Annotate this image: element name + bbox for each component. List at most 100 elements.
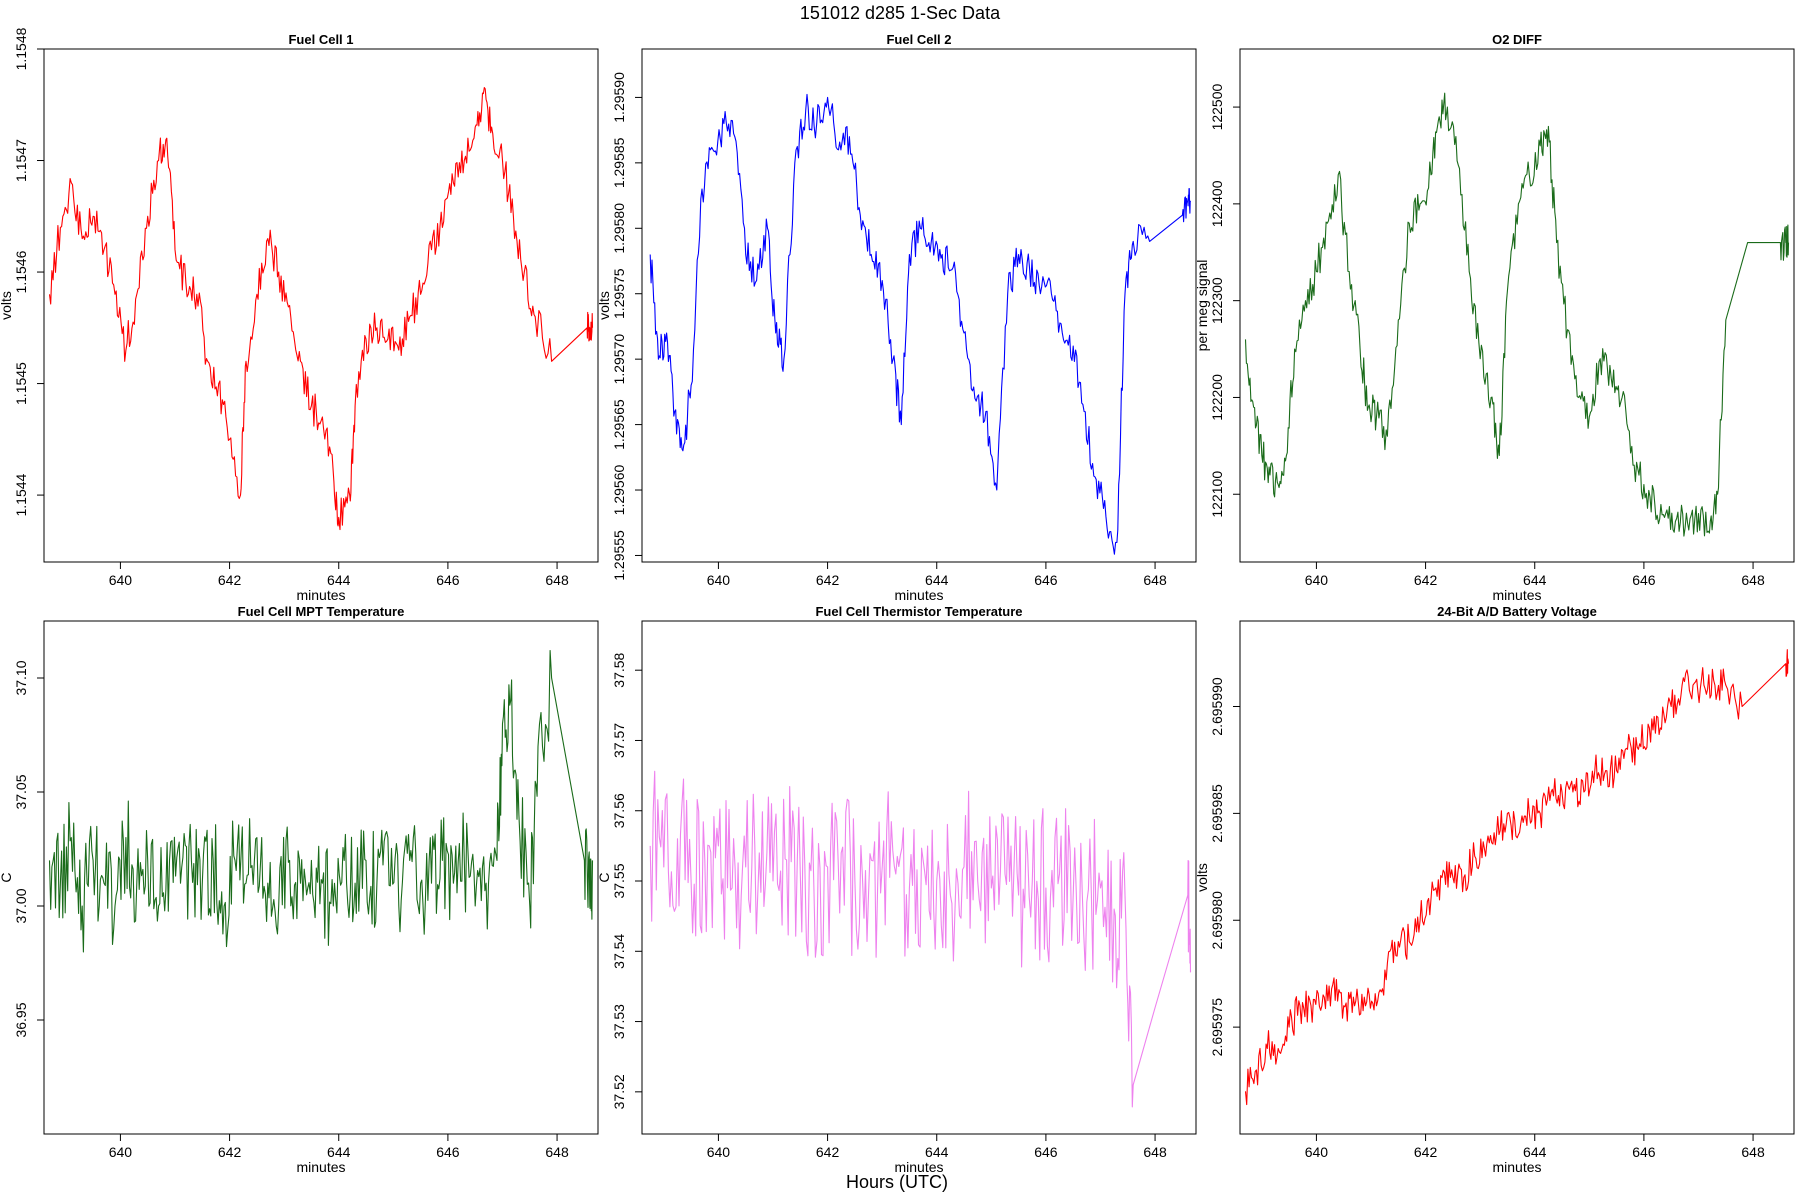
panel-title: Fuel Cell 1 [288, 32, 353, 47]
y-axis-label: C [0, 872, 14, 882]
y-tick-label: 37.53 [611, 1004, 627, 1039]
x-tick-label: 642 [1414, 572, 1438, 588]
y-axis-label: per meg signal [1194, 260, 1210, 352]
x-tick-label: 640 [707, 572, 731, 588]
series-line [48, 87, 594, 531]
y-tick-label: 36.95 [13, 1002, 29, 1037]
x-tick-label: 640 [707, 1144, 731, 1160]
y-tick-label: 37.05 [13, 774, 29, 809]
x-tick-label: 644 [925, 1144, 949, 1160]
figure-xlabel: Hours (UTC) [846, 1172, 948, 1192]
x-tick-label: 642 [218, 572, 242, 588]
panel-title: Fuel Cell MPT Temperature [238, 604, 405, 619]
x-tick-label: 646 [1034, 1144, 1058, 1160]
y-tick-label: 1.1547 [13, 139, 29, 182]
panel-fuel-cell-thermistor-temperature: Fuel Cell Thermistor Temperature 640 642 64… [596, 604, 1197, 1175]
panel-title: Fuel Cell Thermistor Temperature [815, 604, 1022, 619]
x-tick-label: 642 [816, 1144, 840, 1160]
panel-fuel-cell-mpt-temperature: Fuel Cell MPT Temperature 640 642 644 646 648… [0, 604, 599, 1175]
x-tick-label: 642 [816, 572, 840, 588]
panel-title: 24-Bit A/D Battery Voltage [1437, 604, 1597, 619]
y-tick-label: 37.55 [611, 863, 627, 898]
x-axis-label: minutes [296, 587, 345, 603]
y-tick-label: 2.695980 [1209, 891, 1225, 950]
y-tick-label: 37.54 [611, 934, 627, 969]
series-line [1244, 92, 1790, 537]
y-tick-label: 122300 [1209, 277, 1225, 324]
panels-container: Fuel Cell 1 640 642 644 646 648 1.1544 1.1545 1.… [0, 27, 1795, 1175]
plot-frame [43, 48, 599, 563]
x-axis-label: minutes [1492, 1159, 1541, 1175]
x-tick-label: 640 [1305, 1144, 1329, 1160]
x-tick-label: 642 [1414, 1144, 1438, 1160]
x-tick-label: 648 [545, 572, 569, 588]
y-tick-label: 2.695975 [1209, 998, 1225, 1057]
y-tick-label: 1.29570 [611, 334, 627, 385]
x-axis-label: minutes [894, 587, 943, 603]
x-tick-label: 646 [1632, 1144, 1656, 1160]
x-tick-label: 646 [436, 572, 460, 588]
series-line [1244, 649, 1790, 1106]
series-line [649, 93, 1192, 555]
y-tick-label: 37.57 [611, 723, 627, 758]
panel-title: Fuel Cell 2 [886, 32, 951, 47]
plot-frame [43, 620, 599, 1135]
x-axis-label: minutes [1492, 587, 1541, 603]
x-tick-label: 644 [327, 572, 351, 588]
y-tick-label: 1.1545 [13, 362, 29, 405]
y-tick-label: 1.1546 [13, 250, 29, 293]
y-tick-label: 37.58 [611, 652, 627, 687]
series-line [649, 770, 1192, 1108]
x-tick-label: 644 [1523, 572, 1547, 588]
y-tick-label: 122100 [1209, 471, 1225, 518]
figure-title: 151012 d285 1-Sec Data [800, 3, 1001, 23]
x-axis-label: minutes [296, 1159, 345, 1175]
y-axis-label: volts [1194, 863, 1210, 892]
x-axis-label: minutes [894, 1159, 943, 1175]
y-tick-label: 2.695985 [1209, 784, 1225, 843]
x-tick-label: 640 [109, 1144, 133, 1160]
plot-frame [1239, 620, 1795, 1135]
y-tick-label: 37.56 [611, 793, 627, 828]
x-tick-label: 644 [925, 572, 949, 588]
y-axis-label: C [596, 872, 612, 882]
x-tick-label: 646 [1034, 572, 1058, 588]
x-tick-label: 646 [436, 1144, 460, 1160]
x-tick-label: 648 [545, 1144, 569, 1160]
y-tick-label: 1.1548 [13, 27, 29, 70]
y-tick-label: 1.29560 [611, 465, 627, 516]
y-tick-label: 1.29555 [611, 530, 627, 581]
x-tick-label: 646 [1632, 572, 1656, 588]
y-tick-label: 1.29590 [611, 72, 627, 123]
y-tick-label: 37.52 [611, 1074, 627, 1109]
y-tick-label: 1.29565 [611, 399, 627, 450]
y-tick-label: 2.695990 [1209, 677, 1225, 736]
x-tick-label: 642 [218, 1144, 242, 1160]
y-tick-label: 122400 [1209, 180, 1225, 227]
y-tick-label: 1.29575 [611, 268, 627, 319]
x-tick-label: 648 [1143, 1144, 1167, 1160]
plot-frame [1239, 48, 1795, 563]
y-axis-label: volts [596, 291, 612, 320]
plot-frame [641, 620, 1197, 1135]
y-tick-label: 37.00 [13, 888, 29, 923]
panel-fuel-cell-2: Fuel Cell 2 640 642 644 646 648 1.29555 1.29560… [596, 32, 1197, 603]
x-tick-label: 648 [1741, 572, 1765, 588]
plot-frame [641, 48, 1197, 563]
panel-24-bit-a-d-battery-voltage: 24-Bit A/D Battery Voltage 640 642 644 646 64… [1194, 604, 1795, 1175]
panel-fuel-cell-1: Fuel Cell 1 640 642 644 646 648 1.1544 1.1545 1.… [0, 27, 599, 603]
y-tick-label: 122200 [1209, 374, 1225, 421]
x-tick-label: 648 [1143, 572, 1167, 588]
x-tick-label: 640 [1305, 572, 1329, 588]
x-tick-label: 644 [327, 1144, 351, 1160]
y-tick-label: 1.29580 [611, 203, 627, 254]
y-tick-label: 1.1544 [13, 473, 29, 516]
y-tick-label: 1.29585 [611, 137, 627, 188]
series-line [48, 649, 594, 953]
panel-o2-diff: O2 DIFF 640 642 644 646 648 122100 122200 122300… [1194, 32, 1795, 603]
x-tick-label: 648 [1741, 1144, 1765, 1160]
panel-title: O2 DIFF [1492, 32, 1542, 47]
y-tick-label: 122500 [1209, 84, 1225, 131]
y-axis-label: volts [0, 291, 14, 320]
